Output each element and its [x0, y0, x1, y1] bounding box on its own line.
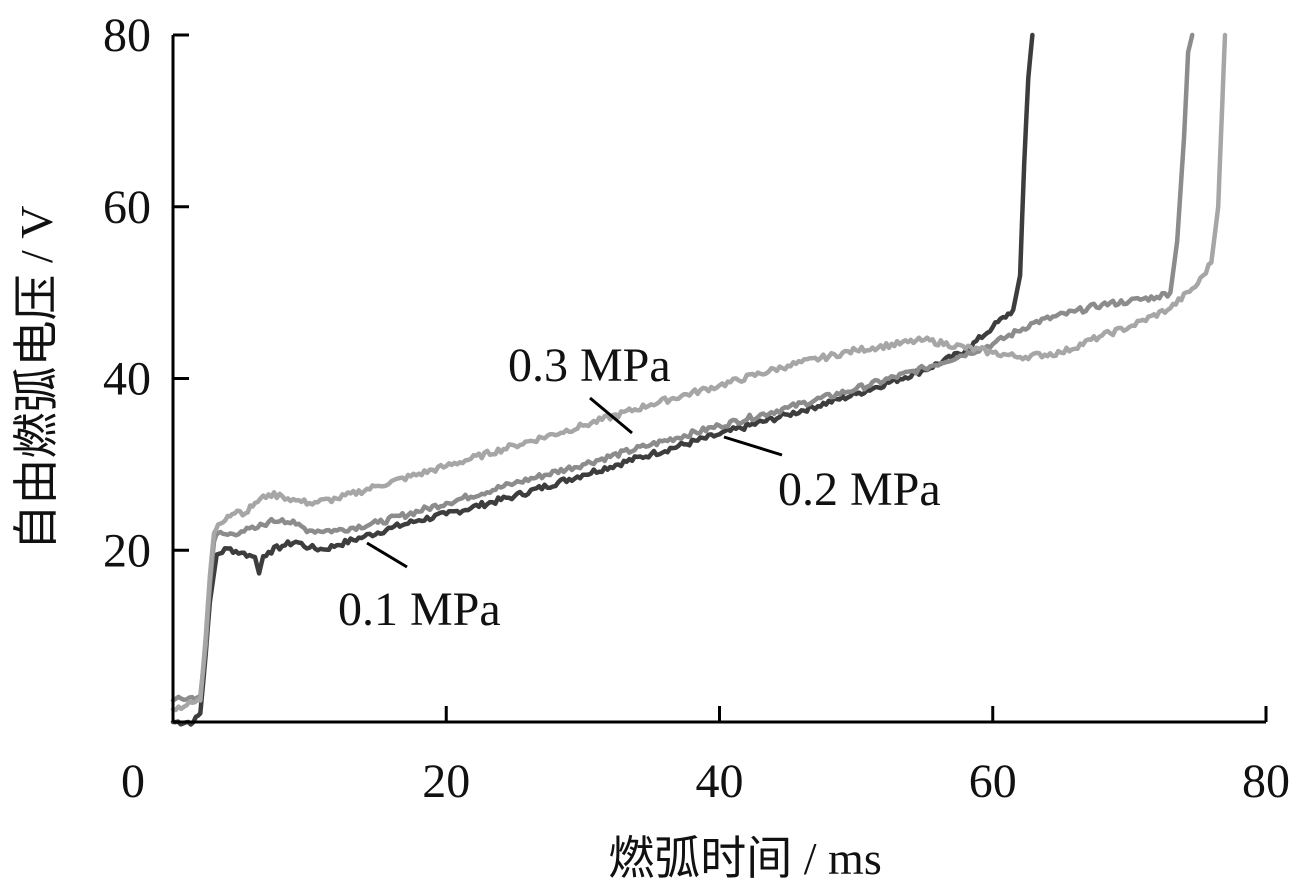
x-axis-title: 燃弧时间 / ms — [608, 833, 881, 884]
x-tick-label-1: 20 — [422, 755, 470, 808]
x-tick-label-3: 60 — [969, 755, 1017, 808]
series-line-2 — [170, 32, 1228, 713]
y-tick-label-2: 60 — [103, 181, 151, 234]
label-leader-line-0 — [589, 396, 633, 435]
y-tick-label-1: 40 — [103, 353, 151, 406]
series-group — [170, 32, 1228, 727]
y-axis-title: 自由燃弧电压 / V — [11, 206, 62, 551]
series-line-1 — [170, 32, 1195, 703]
y-ticks: 20 40 60 80 — [103, 9, 189, 577]
label-leader-line-2 — [366, 541, 408, 569]
series-labels: 0.3 MPa 0.2 MPa 0.1 MPa — [338, 339, 941, 636]
series-label-2: 0.3 MPa — [508, 339, 671, 392]
label-leader-line-1 — [723, 435, 783, 457]
x-tick-label-4: 80 — [1242, 755, 1290, 808]
series-label-0: 0.1 MPa — [338, 583, 501, 636]
plot-area — [170, 32, 1228, 727]
series-line-0 — [170, 32, 1035, 727]
y-tick-label-3: 80 — [103, 9, 151, 62]
series-label-1: 0.2 MPa — [778, 463, 941, 516]
x-tick-label-2: 40 — [696, 755, 744, 808]
y-tick-label-0: 20 — [103, 524, 151, 577]
x-ticks: 0 20 40 60 80 — [121, 706, 1290, 808]
x-tick-label-0: 0 — [121, 755, 145, 808]
